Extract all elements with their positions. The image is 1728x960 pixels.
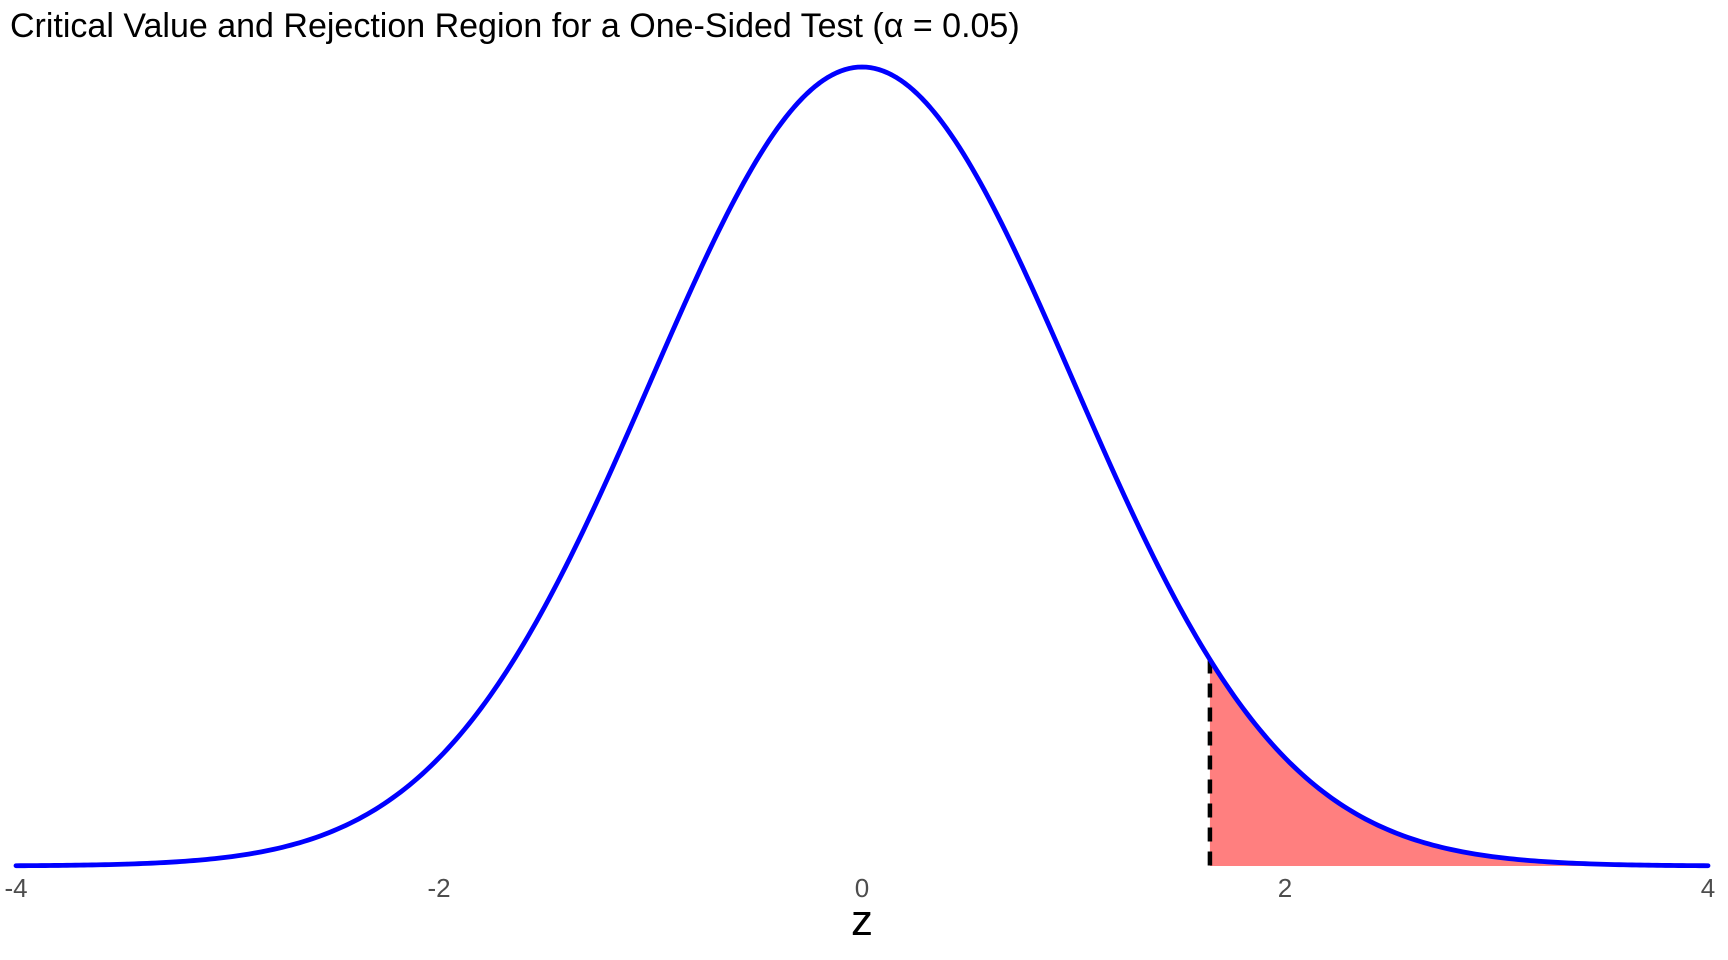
chart-title: Critical Value and Rejection Region for … <box>10 7 1020 45</box>
x-axis-title: z <box>851 896 873 945</box>
x-tick-label: 2 <box>1277 873 1293 903</box>
normal-density-curve <box>13 64 1711 869</box>
x-tick-label: 0 <box>854 873 870 903</box>
x-tick-label: 4 <box>1700 873 1716 903</box>
x-tick-label: -4 <box>4 873 28 903</box>
x-tick-label: -2 <box>427 873 451 903</box>
rejection-region-fill <box>1209 659 1708 866</box>
